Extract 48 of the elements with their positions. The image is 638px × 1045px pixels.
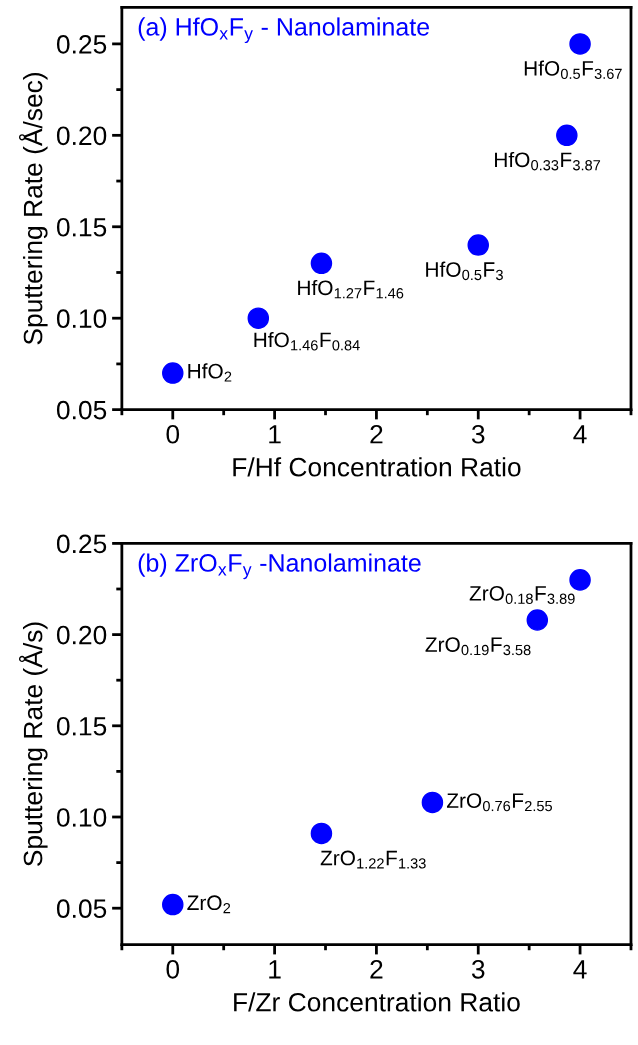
x-axis-title: F/Hf Concentration Ratio [233,457,521,477]
point [247,307,270,329]
annotation: HfO$_{2}$ [188,363,232,382]
y-tick-label: 0.10 [56,309,107,329]
y-axis-title: Sputtering Rate (Å/sec) [18,72,48,345]
point [569,33,591,55]
point [526,609,549,631]
y-tick-label: 0.15 [56,217,107,237]
y-tick-label: 0.20 [56,126,107,146]
point [310,822,333,845]
annotation: ZrO$_{0.76}$F$_{2.55}$ [446,793,552,812]
chart-title: (a) HfO$_{x}$F$_{y}$ - Nanolaminate [138,17,429,44]
y-tick-label: 0.25 [56,35,107,54]
y-tick-label: 0.20 [56,625,107,645]
x-axis-title: F/Zr Concentration Ratio [234,992,520,1012]
y-tick-label: 0.25 [56,534,107,554]
y-tick-label: 0.05 [56,899,107,919]
point [556,124,578,147]
chart-title: (b) ZrO$_{x}$F$_{y}$ -Nanolaminate [138,553,421,580]
annotation: HfO$_{0.5}$F$_{3.67}$ [524,60,622,79]
annotation: ZrO$_{0.18}$F$_{3.89}$ [469,585,575,604]
x-tick-label: 0 [166,959,180,979]
point [569,569,591,591]
x-tick-label: 3 [471,424,485,444]
annotation: HfO$_{1.46}$F$_{0.84}$ [254,331,360,351]
annotation: HfO$_{0.33}$F$_{3.87}$ [495,151,601,171]
y-axis-title: Sputtering Rate (Å/s) [18,622,48,867]
annotation: ZrO$_{1.22}$F$_{1.33}$ [320,850,426,869]
point [162,362,184,384]
y-tick-label: 0.10 [56,808,107,827]
x-tick-label: 1 [269,960,281,979]
x-tick-label: 1 [269,425,281,444]
point [310,252,333,275]
point [421,791,444,814]
x-tick-label: 4 [573,960,587,979]
point [162,893,184,916]
y-tick-label: 0.05 [56,400,107,420]
y-tick-label: 0.15 [56,716,107,736]
annotation: HfO$_{1.27}$F$_{1.46}$ [298,279,404,299]
x-tick-label: 2 [370,959,383,979]
annotation: ZrO$_{0.19}$F$_{3.58}$ [425,637,531,656]
annotation: HfO$_{0.5}$F$_{3}$ [426,261,503,281]
x-tick-label: 4 [573,425,587,444]
x-tick-label: 3 [471,959,485,979]
point [467,234,490,256]
x-tick-label: 0 [166,424,180,444]
x-tick-label: 2 [370,424,383,444]
annotation: ZrO$_{2}$ [187,895,231,914]
